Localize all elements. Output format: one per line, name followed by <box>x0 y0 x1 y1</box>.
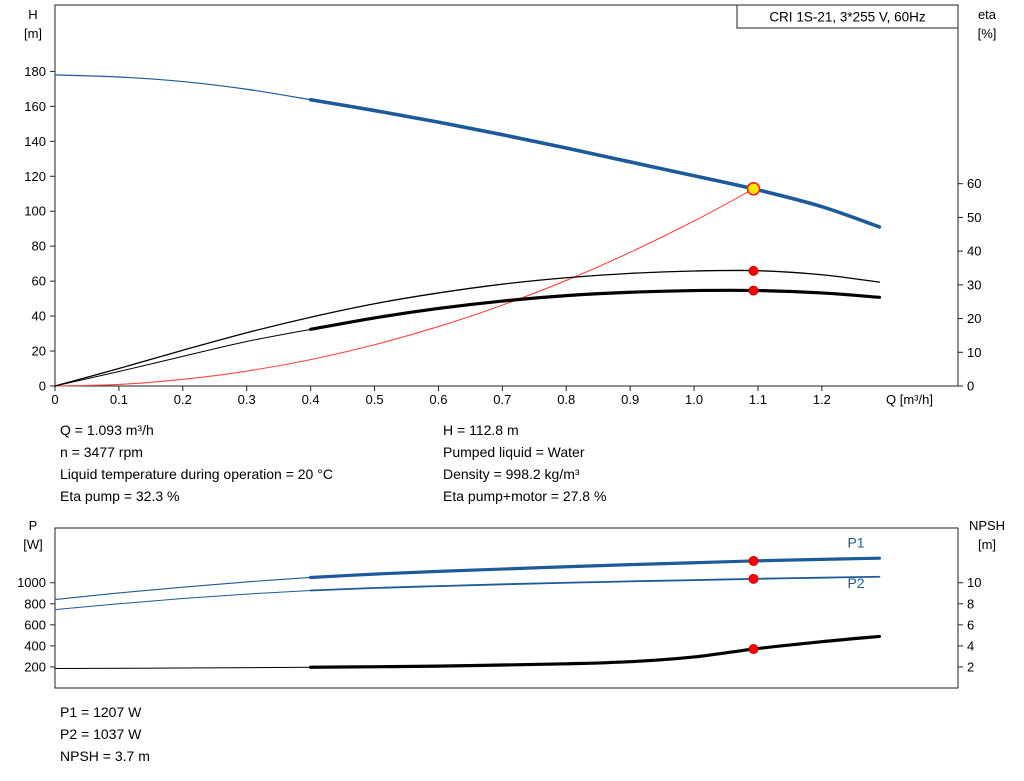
p2-curve-thin <box>54 590 312 611</box>
x-tick-label: 0.9 <box>621 392 639 407</box>
x-axis-title: Q [m³/h] <box>886 392 933 407</box>
y-right-tick-label: 10 <box>967 575 981 590</box>
y-right-tick-label: 6 <box>967 617 974 632</box>
y-right-axis-unit: [m] <box>978 537 996 552</box>
y-right-tick-label: 8 <box>967 596 974 611</box>
y-right-tick-label: 0 <box>967 379 974 394</box>
head-curve-thin <box>54 74 312 101</box>
duty-p2-text: P2 = 1037 W <box>60 726 142 742</box>
y-left-tick-label: 100 <box>24 204 46 219</box>
head-curve <box>308 97 882 229</box>
y-left-axis-unit: [W] <box>23 537 43 552</box>
p1-label: P1 <box>847 534 864 550</box>
x-tick-label: 0.5 <box>365 392 383 407</box>
y-left-tick-label: 400 <box>24 638 46 653</box>
y-left-tick-label: 180 <box>24 64 46 79</box>
y-right-tick-label: 2 <box>967 659 974 674</box>
npsh-curve-thin <box>54 666 312 670</box>
duty-pumped-liquid-text: Pumped liquid = Water <box>443 444 585 460</box>
y-left-axis-title: H <box>28 7 37 22</box>
x-tick-label: 1.2 <box>813 392 831 407</box>
npsh-curve <box>309 634 881 669</box>
duty-eta-pump-motor-text: Eta pump+motor = 27.8 % <box>443 488 607 504</box>
duty-liquid-temperature-text: Liquid temperature during operation = 20… <box>60 466 333 482</box>
y-left-tick-label: 800 <box>24 596 46 611</box>
power-npsh-chart-plot-border <box>54 527 959 689</box>
p1-curve-thin <box>54 576 312 601</box>
y-right-tick-label: 30 <box>967 277 981 292</box>
p1-point <box>748 555 759 566</box>
y-left-tick-label: 140 <box>24 134 46 149</box>
y-right-axis-title: eta <box>978 7 997 22</box>
y-left-tick-label: 80 <box>32 239 46 254</box>
eta-pump-motor-curve-thin <box>54 328 312 387</box>
duty-speed-text: n = 3477 rpm <box>60 444 143 460</box>
y-right-axis-unit: [%] <box>978 26 997 41</box>
duty-eta-pump-text: Eta pump = 32.3 % <box>60 488 180 504</box>
x-tick-label: 0.8 <box>557 392 575 407</box>
y-left-tick-label: 20 <box>32 344 46 359</box>
y-left-tick-label: 600 <box>24 617 46 632</box>
npsh-point <box>748 644 759 655</box>
x-tick-label: 0.2 <box>174 392 192 407</box>
x-tick-label: 1.1 <box>749 392 767 407</box>
y-left-axis-unit: [m] <box>24 26 42 41</box>
x-tick-label: 1.0 <box>685 392 703 407</box>
y-right-tick-label: 20 <box>967 311 981 326</box>
y-left-tick-label: 60 <box>32 274 46 289</box>
p1-curve <box>309 556 881 580</box>
duty-flow-text: Q = 1.093 m³/h <box>60 422 154 438</box>
p2-curve <box>309 575 881 592</box>
duty-head-text: H = 112.8 m <box>443 422 519 438</box>
y-right-tick-label: 60 <box>967 176 981 191</box>
duty-point <box>746 182 761 196</box>
eta-pump-curve <box>54 269 881 387</box>
chart-title-box <box>736 4 959 29</box>
duty-info-right: H = 112.8 m Pumped liquid = Water Densit… <box>443 419 606 507</box>
y-right-tick-label: 4 <box>967 638 974 653</box>
hq-eta-chart-plot-border <box>54 4 959 387</box>
y-right-tick-label: 50 <box>967 210 981 225</box>
x-tick-label: 0 <box>51 392 58 407</box>
x-tick-label: 0.7 <box>493 392 511 407</box>
y-left-axis-title: P <box>29 518 38 533</box>
system-curve <box>54 188 755 387</box>
y-left-tick-label: 200 <box>24 659 46 674</box>
duty-info-bottom: P1 = 1207 W P2 = 1037 W NPSH = 3.7 m <box>60 701 150 767</box>
eta-pump-motor-point <box>748 285 759 296</box>
duty-npsh-text: NPSH = 3.7 m <box>60 748 150 764</box>
eta-pump-motor-curve <box>309 288 881 331</box>
duty-density-text: Density = 998.2 kg/m³ <box>443 466 580 482</box>
y-right-axis-title: NPSH <box>969 518 1005 533</box>
y-left-tick-label: 120 <box>24 169 46 184</box>
y-left-tick-label: 40 <box>32 309 46 324</box>
duty-p1-text: P1 = 1207 W <box>60 704 142 720</box>
y-left-tick-label: 160 <box>24 99 46 114</box>
y-right-tick-label: 40 <box>967 244 981 259</box>
y-left-tick-label: 0 <box>39 379 46 394</box>
duty-info-left: Q = 1.093 m³/h n = 3477 rpm Liquid tempe… <box>60 419 333 507</box>
x-tick-label: 0.3 <box>238 392 256 407</box>
p2-label: P2 <box>847 575 864 591</box>
y-left-tick-label: 1000 <box>17 575 46 590</box>
eta-pump-point <box>748 265 759 276</box>
x-tick-label: 0.6 <box>429 392 447 407</box>
x-tick-label: 0.4 <box>302 392 320 407</box>
chart-title: CRI 1S-21, 3*255 V, 60Hz <box>769 10 926 25</box>
y-right-tick-label: 10 <box>967 345 981 360</box>
x-tick-label: 0.1 <box>110 392 128 407</box>
p2-point <box>748 573 759 584</box>
